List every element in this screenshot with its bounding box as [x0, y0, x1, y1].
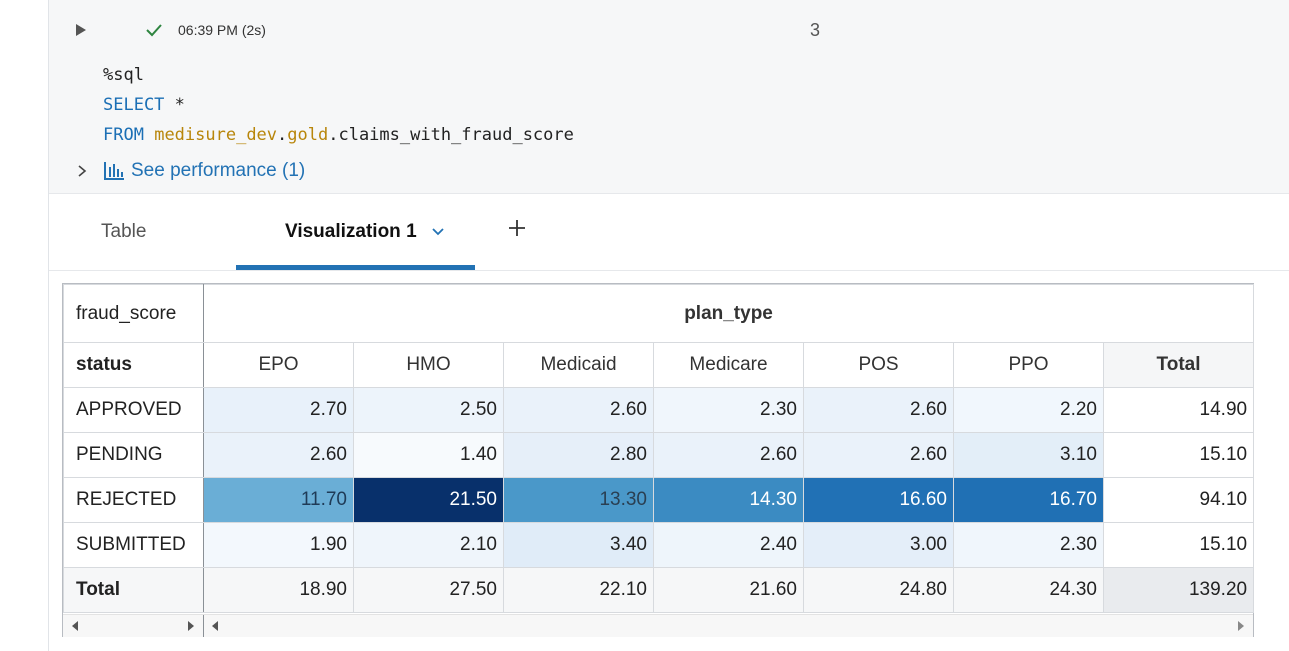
totals-row-header: Total [63, 567, 204, 613]
schema-name: gold [287, 125, 329, 145]
code-line: SELECT * [103, 90, 574, 120]
heatmap-cell: 2.70 [203, 387, 354, 433]
catalog-name: medisure_dev [154, 125, 278, 145]
heatmap-cell: 13.30 [503, 477, 654, 523]
column-total-cell: 24.80 [803, 567, 954, 613]
column-total-cell: 22.10 [503, 567, 654, 613]
tab-visualization-label: Visualization 1 [285, 221, 417, 242]
column-total-cell: 27.50 [353, 567, 504, 613]
heatmap-cell: 2.30 [653, 387, 804, 433]
table-row: APPROVED 2.70 2.50 2.60 2.30 2.60 2.20 14.90 [63, 387, 1255, 433]
select-star: * [164, 95, 185, 115]
see-performance-link[interactable]: See performance (1) [103, 160, 305, 182]
heatmap-cell: 2.80 [503, 432, 654, 478]
heatmap-cell: 3.00 [803, 522, 954, 568]
heatmap-cell: 2.40 [653, 522, 804, 568]
total-column-header: Total [1102, 342, 1255, 388]
row-header: REJECTED [63, 477, 204, 523]
scroll-right-icon[interactable] [185, 620, 197, 632]
column-header[interactable]: POS [803, 342, 954, 388]
heatmap-cell: 1.40 [353, 432, 504, 478]
code-line: FROM medisure_dev.gold.claims_with_fraud… [103, 120, 574, 150]
heatmap-cell: 3.40 [503, 522, 654, 568]
row-total-cell: 15.10 [1102, 522, 1255, 568]
heatmap-cell: 21.50 [353, 477, 504, 523]
row-header: APPROVED [63, 387, 204, 433]
magic-command: %sql [103, 65, 144, 85]
performance-label: See performance (1) [131, 160, 306, 181]
play-icon [76, 24, 86, 36]
heatmap-cell: 2.60 [503, 387, 654, 433]
chevron-down-icon[interactable] [431, 227, 445, 237]
value-field-label: fraud_score [63, 284, 204, 343]
dot: . [277, 125, 288, 145]
column-field-header: plan_type [202, 284, 1255, 343]
frozen-scroll-area [63, 615, 204, 637]
column-header[interactable]: Medicaid [503, 342, 654, 388]
keyword-from: FROM [103, 125, 144, 145]
column-header[interactable]: HMO [353, 342, 504, 388]
notebook-cell: 06:39 PM (2s) 3 %sql SELECT * FROM medis… [48, 0, 1289, 651]
table-row: PENDING 2.60 1.40 2.80 2.60 2.60 3.10 15.10 [63, 432, 1255, 478]
chevron-right-icon[interactable] [75, 164, 89, 178]
heatmap-cell: 2.20 [953, 387, 1104, 433]
tab-visualization-1[interactable]: Visualization 1 [285, 221, 445, 243]
heatmap-cell: 2.50 [353, 387, 504, 433]
check-icon [146, 24, 162, 37]
cell-number: 3 [810, 20, 821, 40]
heatmap-cell: 3.10 [953, 432, 1104, 478]
heatmap-cell: 2.60 [803, 432, 954, 478]
code-editor[interactable]: %sql SELECT * FROM medisure_dev.gold.cla… [103, 60, 574, 150]
heatmap-cell: 2.10 [353, 522, 504, 568]
heatmap-cell: 11.70 [203, 477, 354, 523]
scroll-left-icon[interactable] [209, 620, 221, 632]
table-row: REJECTED 11.70 21.50 13.30 14.30 16.60 16.70 94… [63, 477, 1255, 523]
column-header[interactable]: PPO [953, 342, 1104, 388]
keyword-select: SELECT [103, 95, 165, 115]
grand-total-cell: 139.20 [1102, 567, 1255, 613]
run-time: 06:39 PM (2s) [178, 22, 266, 38]
bar-chart-icon [104, 162, 124, 180]
column-header[interactable]: Medicare [653, 342, 804, 388]
heatmap-cell: 16.60 [803, 477, 954, 523]
add-visualization-icon[interactable] [505, 216, 529, 240]
row-total-cell: 14.90 [1102, 387, 1255, 433]
column-total-cell: 21.60 [653, 567, 804, 613]
column-header[interactable]: EPO [203, 342, 354, 388]
heatmap-cell: 14.30 [653, 477, 804, 523]
heatmap-cell: 2.60 [653, 432, 804, 478]
row-total-cell: 94.10 [1102, 477, 1255, 523]
cell-header: 06:39 PM (2s) 3 %sql SELECT * FROM medis… [49, 0, 1289, 194]
horizontal-scrollbar[interactable] [63, 614, 1253, 637]
heatmap-cell: 16.70 [953, 477, 1104, 523]
scroll-left-icon[interactable] [69, 620, 81, 632]
row-total-cell: 15.10 [1102, 432, 1255, 478]
code-line: %sql [103, 60, 574, 90]
heatmap-cell: 2.30 [953, 522, 1104, 568]
heatmap-cell: 2.60 [803, 387, 954, 433]
scroll-right-icon[interactable] [1235, 620, 1247, 632]
heatmap-cell: 2.60 [203, 432, 354, 478]
row-header: SUBMITTED [63, 522, 204, 568]
column-total-cell: 18.90 [203, 567, 354, 613]
pivot-table: fraud_score plan_type status EPO HMO Medic… [62, 283, 1255, 637]
result-tabs: Table Visualization 1 [49, 194, 1289, 271]
performance-row: See performance (1) [75, 160, 305, 182]
row-field-header: status [63, 342, 204, 388]
tab-table[interactable]: Table [101, 221, 147, 242]
column-total-cell: 24.30 [953, 567, 1104, 613]
totals-row: Total 18.90 27.50 22.10 21.60 24.80 24.30 139.2… [63, 567, 1255, 613]
table-name: .claims_with_fraud_score [328, 125, 574, 145]
run-cell-button[interactable] [73, 22, 89, 38]
active-tab-indicator [236, 265, 475, 270]
heatmap-cell: 1.90 [203, 522, 354, 568]
table-row: SUBMITTED 1.90 2.10 3.40 2.40 3.00 2.30 15.10 [63, 522, 1255, 568]
row-header: PENDING [63, 432, 204, 478]
